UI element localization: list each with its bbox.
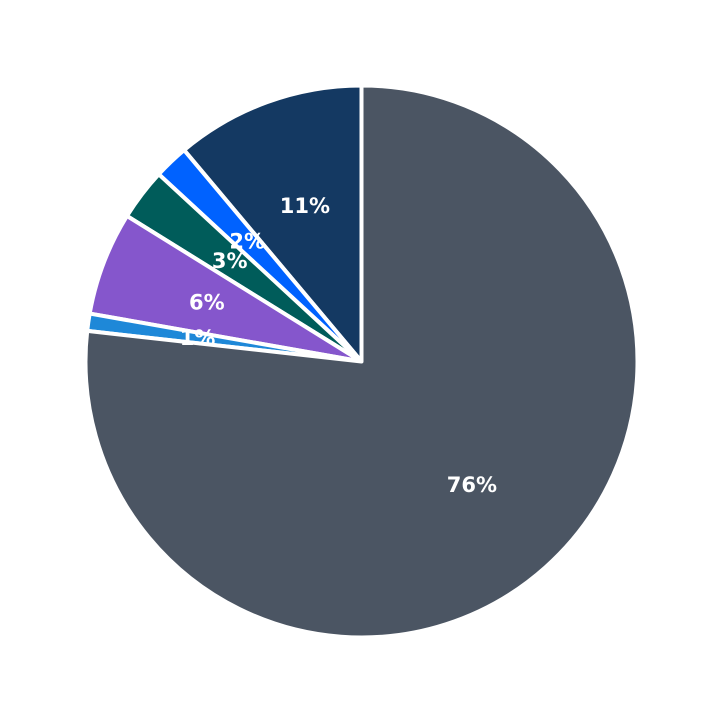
pie-slices xyxy=(83,83,640,640)
pie-slice-0 xyxy=(182,83,364,364)
pie-slice-label-1: 2% xyxy=(229,230,265,254)
pie-slice-5 xyxy=(83,83,640,640)
pie-slice-label-2: 3% xyxy=(212,249,248,273)
pie-slice-label-5: 76% xyxy=(447,473,497,497)
pie-slice-label-4: 1% xyxy=(180,326,216,350)
pie-labels: 11% 2%3% 6% 1% 76% xyxy=(180,194,497,497)
pie-slice-label-0: 11% xyxy=(280,194,330,218)
pie-slice-label-3: 6% xyxy=(189,290,225,314)
